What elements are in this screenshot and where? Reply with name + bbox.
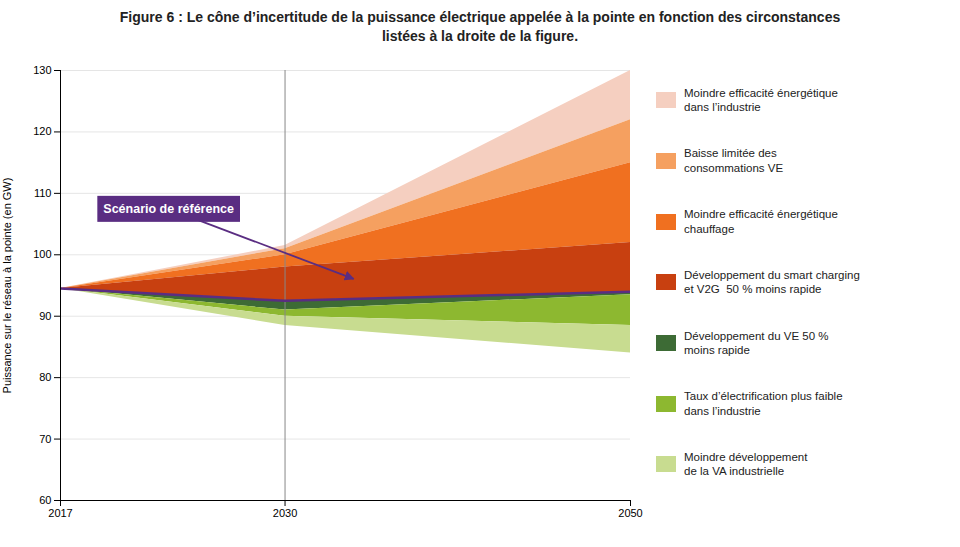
html-text:Figure 6 : Le cône d’incertitu: Figure 6 : Le cône d’incertitude de la p… xyxy=(119,9,841,44)
svg-text:70: 70 xyxy=(39,432,51,444)
svg-text:2017: 2017 xyxy=(48,507,72,519)
html-text:Taux d’électrification plus fa: Taux d’électrification plus faible dans … xyxy=(684,390,843,417)
svg-text:2050: 2050 xyxy=(618,507,642,519)
html-text:Moindre efficacité énergétique: Moindre efficacité énergétique chauffage xyxy=(684,208,838,235)
svg-text:Scénario de référence: Scénario de référence xyxy=(103,202,234,216)
svg-text:Puissance sur le réseau à la p: Puissance sur le réseau à la pointe (en … xyxy=(1,177,13,393)
html-text:Moindre efficacité énergétique: Moindre efficacité énergétique dans l’in… xyxy=(684,86,838,114)
html-text:Développement du smart chargin: Développement du smart charging et V2G 5… xyxy=(684,268,860,296)
svg-text:130: 130 xyxy=(33,64,51,76)
html-text:Développement du VE 50 % moins: Développement du VE 50 % moins rapide xyxy=(684,329,829,356)
svg-text:2030: 2030 xyxy=(273,507,297,519)
html-text:Baisse limitée des consommatio: Baisse limitée des consommations VE xyxy=(684,147,784,174)
svg-text:120: 120 xyxy=(33,125,51,137)
svg-text:90: 90 xyxy=(39,310,51,322)
svg-text:80: 80 xyxy=(39,371,51,383)
svg-text:100: 100 xyxy=(33,248,51,260)
svg-text:110: 110 xyxy=(34,187,52,199)
html-text:Moindre développement de la VA: Moindre développement de la VA industrie… xyxy=(684,451,808,478)
svg-text:60: 60 xyxy=(39,494,51,506)
